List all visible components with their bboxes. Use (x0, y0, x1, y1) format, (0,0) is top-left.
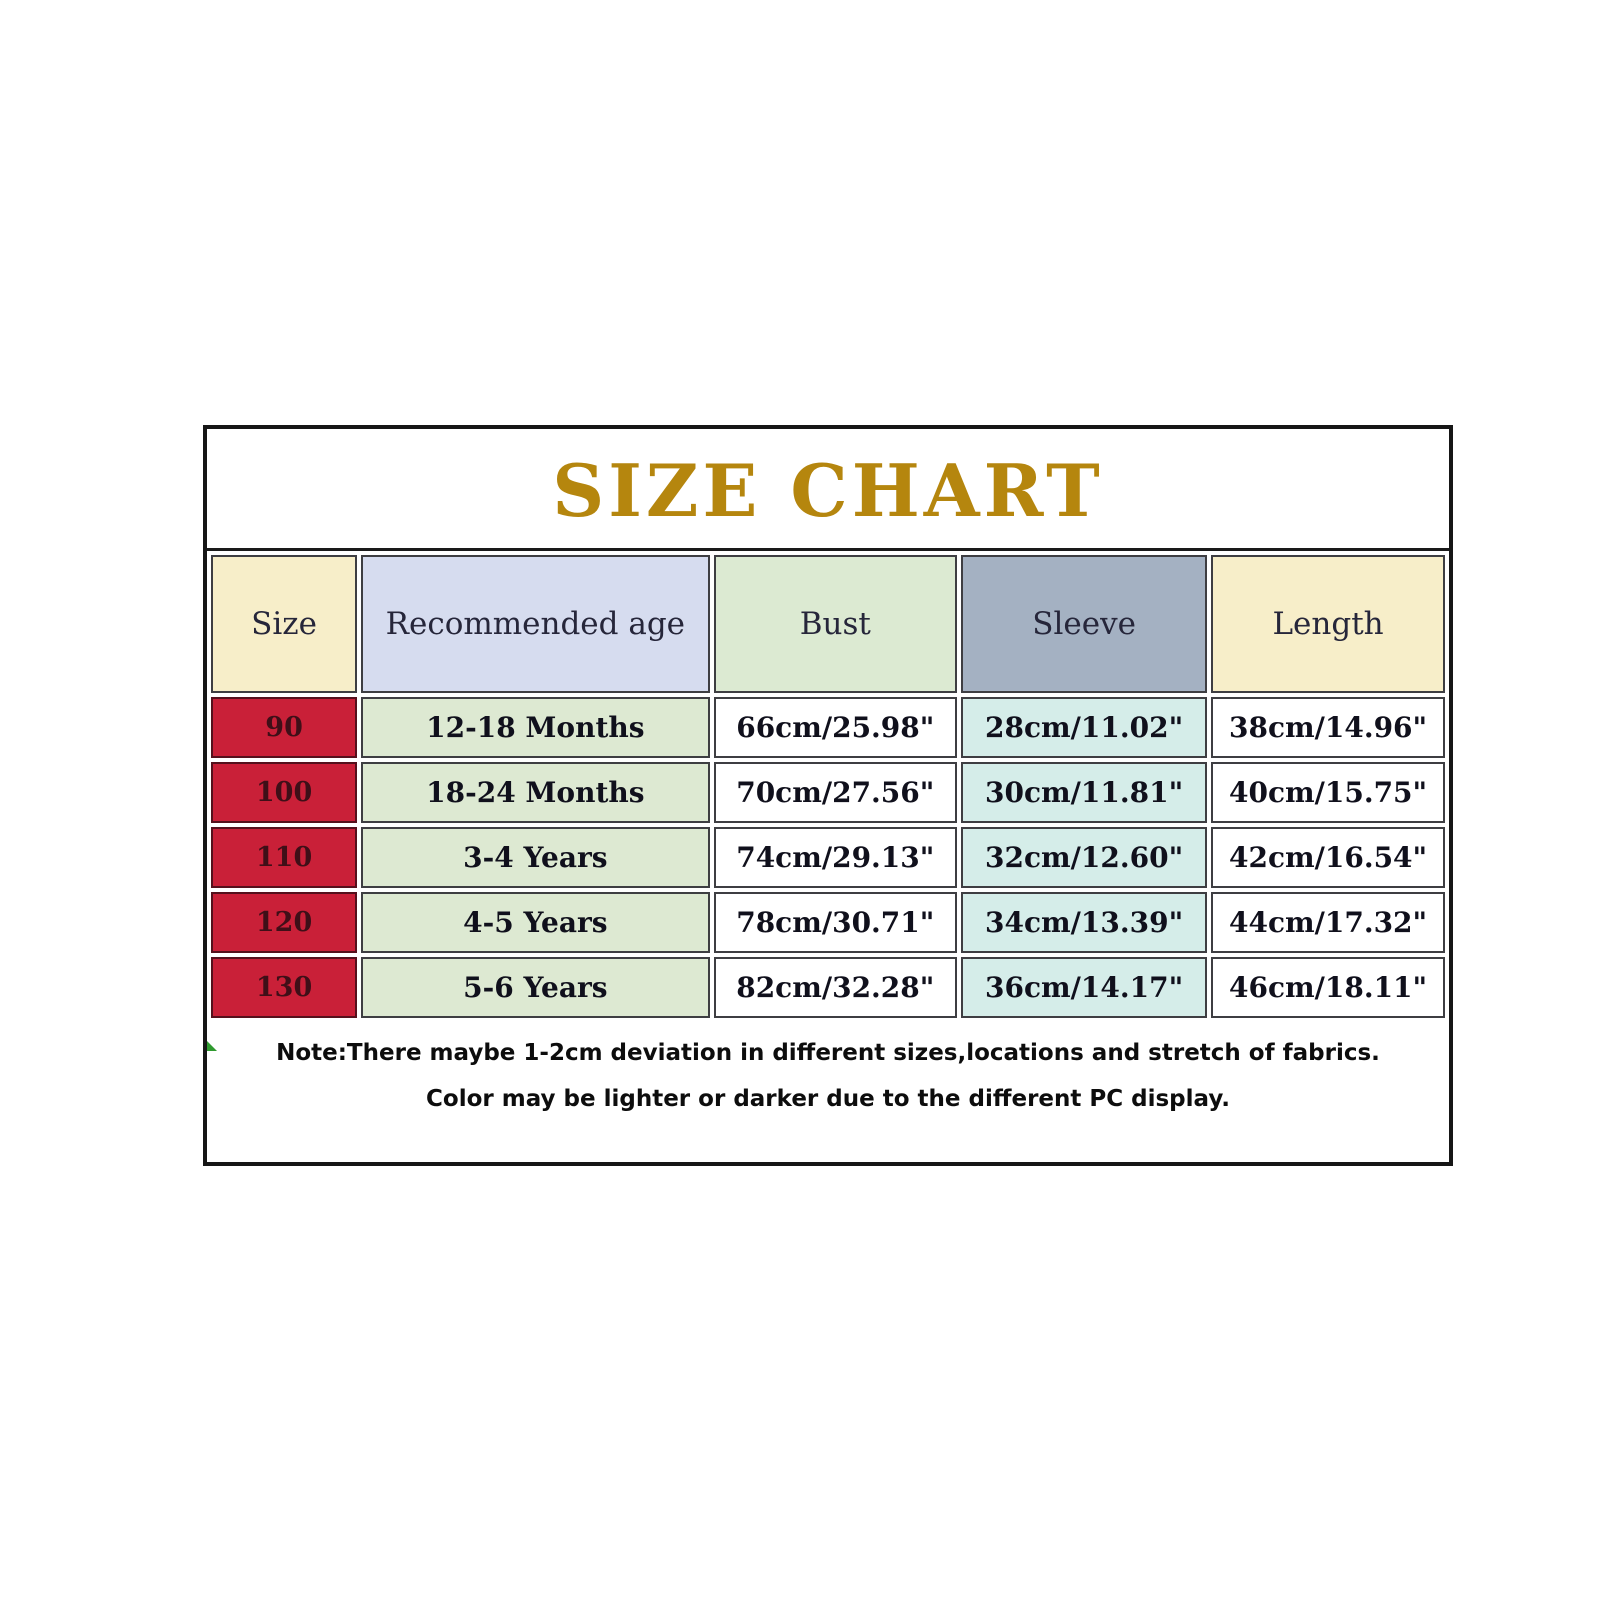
table-row: 130 5-6 Years 82cm/32.28" 36cm/14.17" 46cm/1… (211, 957, 1445, 1018)
note-line-1: Note:There maybe 1-2cm deviation in diff… (276, 1040, 1380, 1066)
value-cell: 18-24 Months (361, 762, 710, 823)
value-cell: 38cm/14.96" (1211, 697, 1445, 758)
size-table: Size Recommended age Bust Sleeve Length 90 12… (207, 551, 1449, 1022)
table-row: 100 18-24 Months 70cm/27.56" 30cm/11.81" 40c… (211, 762, 1445, 823)
value-cell: 28cm/11.02" (961, 697, 1208, 758)
col-header-bust: Bust (713, 555, 958, 693)
size-table-header: Size Recommended age Bust Sleeve Length (211, 555, 1445, 693)
size-cell: 90 (211, 697, 358, 758)
table-row: 90 12-18 Months 66cm/25.98" 28cm/11.02" 38cm… (211, 697, 1445, 758)
value-cell: 12-18 Months (361, 697, 710, 758)
value-cell: 32cm/12.60" (961, 827, 1208, 888)
page-title: SIZE CHART (207, 429, 1449, 551)
value-cell: 66cm/25.98" (713, 697, 958, 758)
value-cell: 74cm/29.13" (713, 827, 958, 888)
corner-marker-triangle (207, 1041, 217, 1051)
value-cell: 70cm/27.56" (713, 762, 958, 823)
col-header-sleeve: Sleeve (961, 555, 1208, 693)
value-cell: 82cm/32.28" (713, 957, 958, 1018)
col-header-length: Length (1211, 555, 1445, 693)
value-cell: 4-5 Years (361, 892, 710, 953)
value-cell: 46cm/18.11" (1211, 957, 1445, 1018)
note-line-2: Color may be lighter or darker due to th… (426, 1086, 1230, 1112)
value-cell: 40cm/15.75" (1211, 762, 1445, 823)
size-cell: 120 (211, 892, 358, 953)
value-cell: 5-6 Years (361, 957, 710, 1018)
value-cell: 78cm/30.71" (713, 892, 958, 953)
note-block: Note:There maybe 1-2cm deviation in diff… (207, 1022, 1449, 1112)
size-table-body: 90 12-18 Months 66cm/25.98" 28cm/11.02" 38cm… (211, 697, 1445, 1018)
value-cell: 44cm/17.32" (1211, 892, 1445, 953)
size-cell: 110 (211, 827, 358, 888)
table-row: 110 3-4 Years 74cm/29.13" 32cm/12.60" 42cm/1… (211, 827, 1445, 888)
size-cell: 130 (211, 957, 358, 1018)
value-cell: 42cm/16.54" (1211, 827, 1445, 888)
value-cell: 36cm/14.17" (961, 957, 1208, 1018)
value-cell: 3-4 Years (361, 827, 710, 888)
col-header-size: Size (211, 555, 358, 693)
value-cell: 34cm/13.39" (961, 892, 1208, 953)
size-cell: 100 (211, 762, 358, 823)
value-cell: 30cm/11.81" (961, 762, 1208, 823)
table-row: 120 4-5 Years 78cm/30.71" 34cm/13.39" 44cm/1… (211, 892, 1445, 953)
col-header-recommended-age: Recommended age (361, 555, 710, 693)
size-chart-panel: SIZE CHART Size Recommended age Bust Sleeve… (203, 425, 1453, 1166)
header-row: Size Recommended age Bust Sleeve Length (211, 555, 1445, 693)
